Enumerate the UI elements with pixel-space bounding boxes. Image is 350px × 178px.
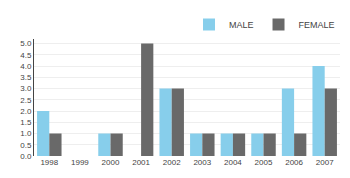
svg-text:0.0: 0.0 (20, 152, 32, 161)
svg-text:FEMALE: FEMALE (299, 20, 335, 30)
svg-text:1.0: 1.0 (20, 129, 32, 138)
svg-text:3.5: 3.5 (20, 73, 32, 82)
svg-text:5.0: 5.0 (20, 39, 32, 48)
svg-text:2002: 2002 (163, 158, 181, 167)
svg-text:2007: 2007 (316, 158, 334, 167)
svg-text:2001: 2001 (132, 158, 150, 167)
svg-text:2.5: 2.5 (20, 96, 32, 105)
svg-text:2000: 2000 (102, 158, 120, 167)
svg-text:1999: 1999 (71, 158, 89, 167)
svg-text:MALE: MALE (229, 20, 254, 30)
svg-text:1.5: 1.5 (20, 118, 32, 127)
svg-text:0.5: 0.5 (20, 141, 32, 150)
svg-text:2.0: 2.0 (20, 107, 32, 116)
svg-text:2005: 2005 (255, 158, 273, 167)
svg-text:4.0: 4.0 (20, 62, 32, 71)
svg-text:4.5: 4.5 (20, 51, 32, 60)
svg-text:3.0: 3.0 (20, 84, 32, 93)
svg-text:1998: 1998 (40, 158, 58, 167)
svg-text:2006: 2006 (285, 158, 303, 167)
svg-text:2003: 2003 (193, 158, 211, 167)
svg-text:2004: 2004 (224, 158, 242, 167)
